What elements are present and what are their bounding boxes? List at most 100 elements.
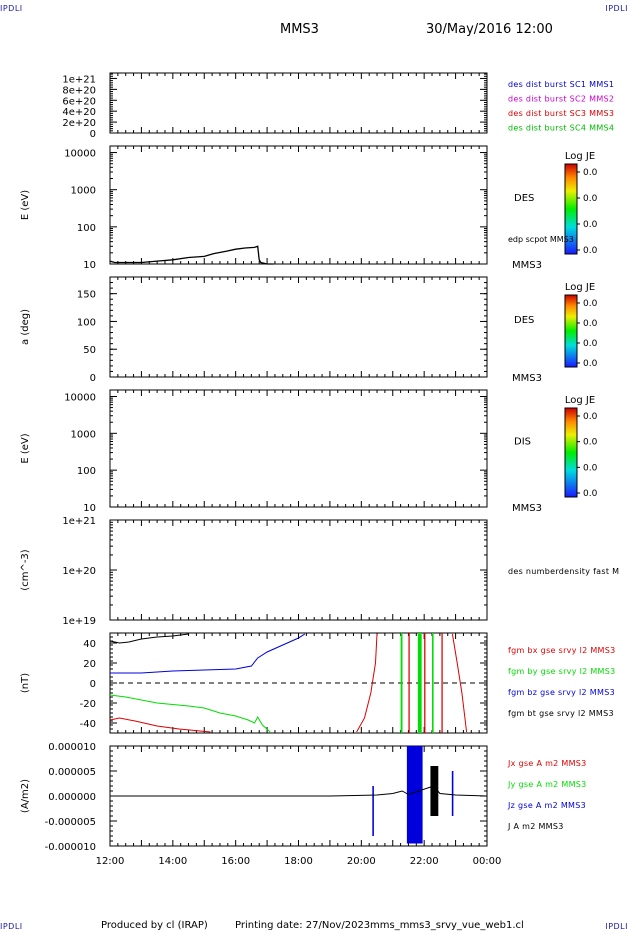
y-tick-label: 0 (90, 679, 96, 690)
y-axis-label: a (deg) (20, 309, 31, 345)
y-tick-label: 100 (77, 317, 96, 328)
series-line (109, 717, 211, 733)
current-burst (430, 766, 439, 816)
y-tick-label: 0.000000 (48, 792, 96, 803)
panel-frame (109, 276, 488, 378)
overlay-label: edp scpot MMS3 (508, 235, 574, 244)
burst-band (417, 633, 422, 733)
spacecraft-label: MMS3 (512, 503, 542, 514)
legend-entry: fgm bz gse srvy l2 MMS3 (508, 688, 615, 697)
current-burst (372, 786, 374, 836)
colorbar-tick-label: 0.0 (583, 299, 598, 309)
panel-1: 10000 1000 100 10 E (eV) DES MMS3 Log JE 0.0 0.0 0… (20, 145, 598, 271)
burst-band (432, 633, 434, 733)
colorbar-tick-label: 0.0 (583, 339, 598, 349)
y-tick-label: 0 (90, 129, 96, 140)
y-tick-label: 10000 (64, 392, 96, 403)
legend-entry: Jy gse A m2 MMS3 (507, 780, 587, 789)
y-tick-label: -40 (80, 719, 96, 730)
series-line (451, 633, 468, 733)
panel-6: 0.000010 0.000005 0.000000 -0.000005 -0.0000… (20, 742, 587, 853)
series-line (110, 785, 488, 797)
y-tick-label: 1e+20 (62, 566, 96, 577)
colorbar-tick-label: 0.0 (583, 319, 598, 329)
y-axis-label: E (eV) (20, 190, 31, 220)
y-tick-label: 0.000005 (48, 767, 96, 778)
y-tick-label: 1000 (71, 429, 96, 440)
y-tick-label: -20 (80, 699, 96, 710)
y-tick-label: 40 (83, 639, 96, 650)
corner-label-bl: IPDLI (0, 922, 23, 931)
y-tick-label: 1e+19 (62, 616, 96, 627)
colorbar (564, 407, 578, 498)
colorbar-title: Log JE (565, 151, 595, 162)
legend-entry: fgm by gse srvy l2 MMS3 (508, 667, 616, 676)
y-tick-label: 0.000010 (48, 742, 96, 753)
panel-2: 150 100 50 0 a (deg) DES MMS3 Log JE 0.0 0.0 0.0 0.… (20, 276, 598, 384)
burst-band (408, 633, 410, 733)
colorbar-tick-label: 0.0 (583, 359, 598, 369)
time-tick-label: 18:00 (284, 856, 313, 867)
colorbar-title: Log JE (565, 395, 595, 406)
time-tick-label: 12:00 (96, 856, 125, 867)
legend-entry: des dist burst SC3 MMS3 (508, 109, 614, 118)
panel-3: 10000 1000 100 10 E (eV) DIS MMS3 Log JE 0.0 0.0 0… (20, 389, 598, 514)
y-tick-label: 0 (90, 373, 96, 384)
colorbar-tick-label: 0.0 (583, 463, 598, 473)
colorbar (564, 294, 578, 368)
y-tick-label: -0.000010 (45, 842, 96, 853)
spacecraft-title: MMS3 (280, 22, 319, 37)
footer-filename: mms_mms3_srvy_vue_web1.cl (370, 920, 524, 931)
y-tick-label: 1e+21 (62, 516, 96, 527)
legend-entry: Jz gse A m2 MMS3 (507, 801, 586, 810)
colorbar-tick-label: 0.0 (583, 438, 598, 448)
time-tick-label: 14:00 (158, 856, 187, 867)
y-tick-label: 10000 (64, 149, 96, 160)
panel-frame (109, 389, 488, 508)
colorbar-tick-label: 0.0 (583, 194, 598, 204)
instrument-label: DES (514, 315, 534, 326)
y-tick-label: 10 (83, 260, 96, 271)
panel-frame (109, 72, 488, 134)
legend-entry: fgm bx gse srvy l2 MMS3 (508, 646, 616, 655)
y-tick-label: 150 (77, 290, 96, 301)
colorbar-tick-label: 0.0 (583, 489, 598, 499)
time-tick-label: 16:00 (221, 856, 250, 867)
y-tick-label: 8e+20 (62, 85, 96, 96)
legend-entry: des numberdensity fast M (508, 567, 619, 576)
y-tick-label: 20 (83, 659, 96, 670)
instrument-label: DES (514, 193, 534, 204)
y-tick-label: 1000 (71, 186, 96, 197)
y-axis-label: (cm^-3) (20, 549, 31, 590)
current-burst (451, 771, 454, 816)
series-line (109, 694, 271, 733)
spacecraft-label: MMS3 (512, 373, 542, 384)
colorbar-tick-label: 0.0 (583, 168, 598, 178)
colorbar-tick-label: 0.0 (583, 412, 598, 422)
corner-label-tr: IPDLI (605, 4, 628, 13)
y-tick-label: -0.000005 (45, 817, 96, 828)
series-line (109, 633, 189, 644)
instrument-label: DIS (514, 437, 531, 448)
scpot-line (109, 245, 274, 265)
colorbar-title: Log JE (565, 282, 595, 293)
time-tick-label: 22:00 (410, 856, 439, 867)
current-burst (406, 746, 423, 844)
corner-label-br: IPDLI (605, 922, 628, 931)
date-time-title: 30/May/2016 12:00 (426, 22, 553, 37)
series-line (110, 633, 306, 674)
y-axis-label: (nT) (20, 673, 31, 693)
panel-frame (109, 519, 488, 621)
legend-entry: des dist burst SC1 MMS1 (508, 80, 614, 89)
legend-entry: Jx gse A m2 MMS3 (507, 759, 587, 768)
time-tick-label: 00:00 (473, 856, 502, 867)
y-tick-label: 6e+20 (62, 96, 96, 107)
y-tick-label: 4e+20 (62, 107, 96, 118)
panel-5: 40 20 0 -20 -40 (nT) fgm bx gse srvy l2 MMS3 fg… (20, 632, 616, 734)
colorbar-tick-label: 0.0 (583, 220, 598, 230)
panel-frame (109, 145, 488, 265)
colorbar (564, 163, 578, 255)
